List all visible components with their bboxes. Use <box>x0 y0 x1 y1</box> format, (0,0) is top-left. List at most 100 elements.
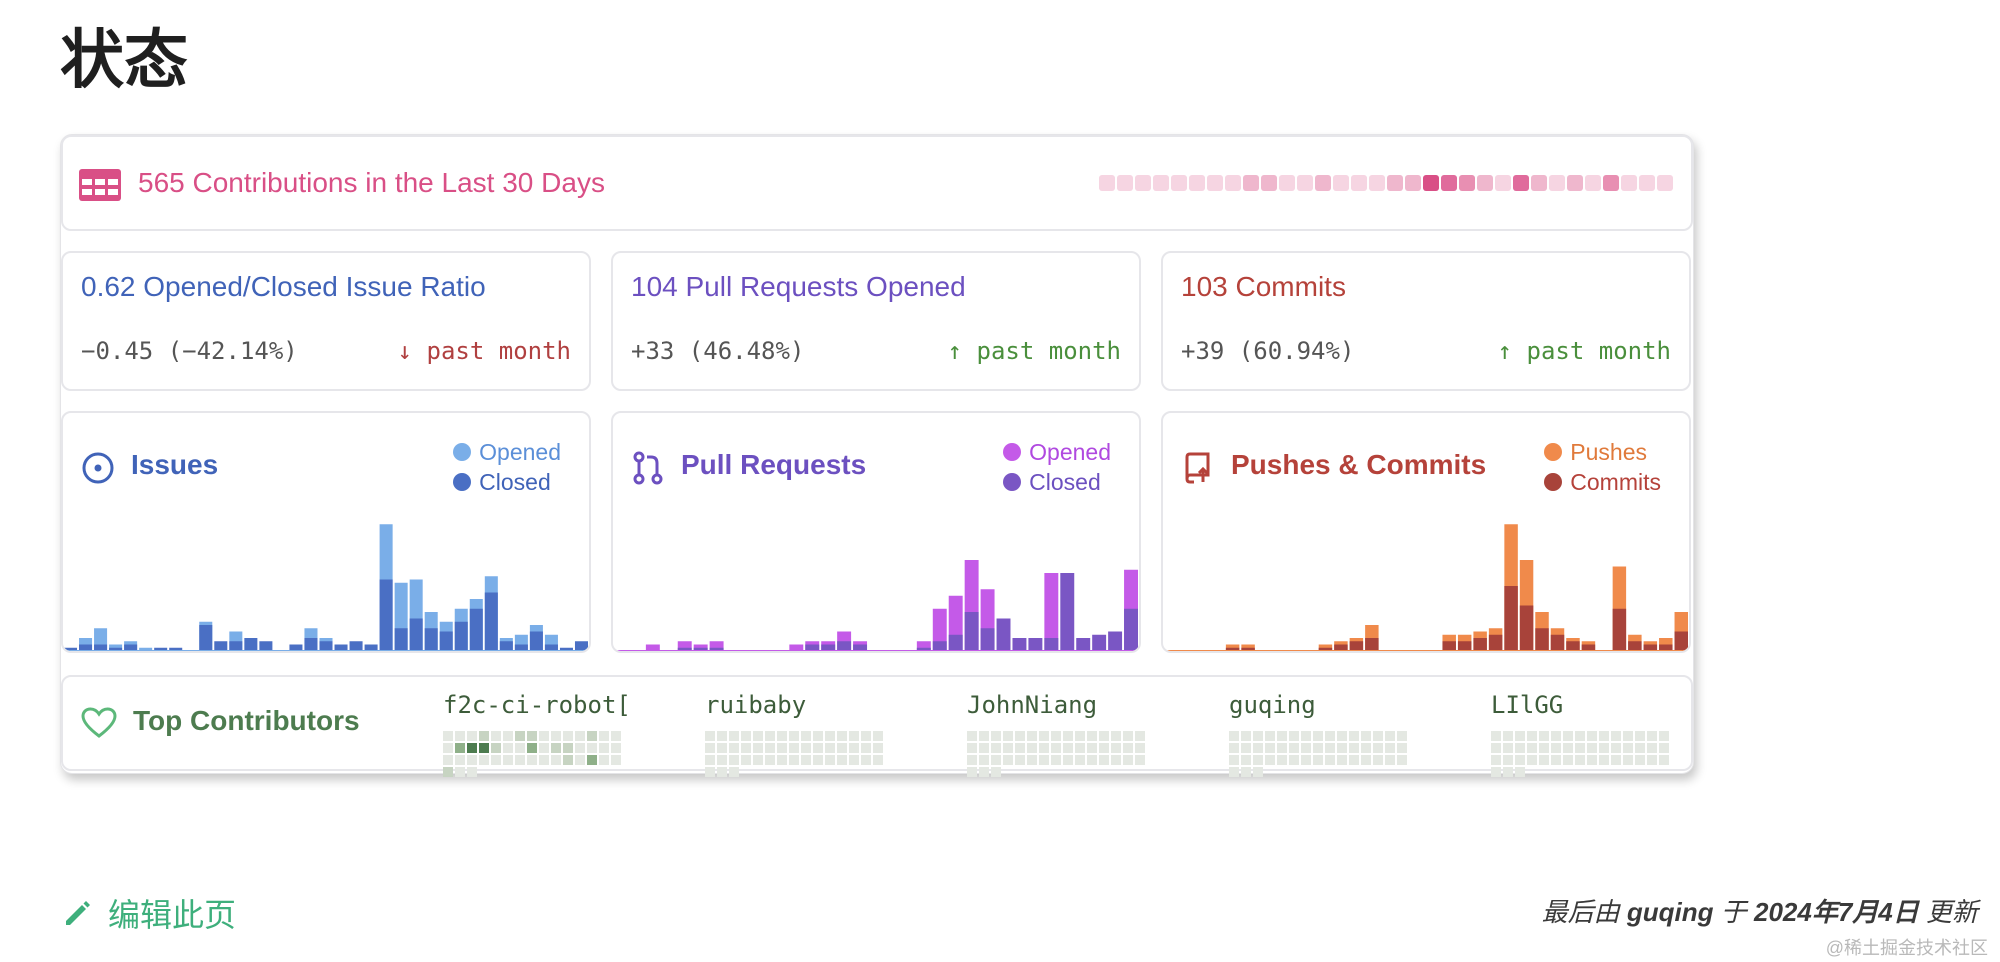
bar-opened <box>709 641 724 651</box>
heatmap-cell <box>1315 175 1331 191</box>
activity-cell <box>503 731 513 741</box>
bar-closed <box>94 644 108 651</box>
activity-cell <box>705 755 715 765</box>
activity-cell <box>813 743 823 753</box>
activity-cell <box>1373 743 1383 753</box>
updated-user: guqing <box>1626 897 1714 927</box>
bar-commits <box>1566 641 1580 651</box>
top-contributors-label: Top Contributors <box>133 705 360 736</box>
activity-cell <box>539 755 549 765</box>
activity-cell <box>527 743 537 753</box>
activity-cell <box>515 755 525 765</box>
activity-cell <box>1015 743 1025 753</box>
bar-commits <box>1457 641 1472 651</box>
activity-cell <box>1111 731 1121 741</box>
activity-cell <box>455 731 465 741</box>
activity-cell <box>1361 743 1371 753</box>
activity-cell <box>1063 743 1073 753</box>
activity-cell <box>1491 743 1501 753</box>
bar-closed <box>709 647 724 651</box>
activity-cell <box>575 743 585 753</box>
legend-label: Closed <box>1029 469 1101 495</box>
pencil-icon <box>66 901 90 925</box>
activity-cell <box>979 755 989 765</box>
bar-commits <box>1334 644 1348 651</box>
activity-cell <box>1051 755 1061 765</box>
edit-page-link[interactable]: 编辑此页 <box>62 890 236 936</box>
activity-cell <box>765 743 775 753</box>
activity-cell <box>551 743 561 753</box>
contributor-name[interactable]: JohnNiang <box>967 691 1098 719</box>
activity-cell <box>1503 731 1513 741</box>
bar-closed <box>821 644 836 651</box>
bar-closed <box>1044 638 1059 651</box>
activity-cell <box>789 755 799 765</box>
bar-opened <box>916 641 931 651</box>
activity-cell <box>1611 755 1621 765</box>
activity-cell <box>1527 755 1537 765</box>
activity-cell <box>1241 755 1251 765</box>
bar-opened <box>139 647 153 651</box>
activity-cell <box>599 743 609 753</box>
legend-dot <box>453 443 472 461</box>
contributor[interactable]: LIlGG <box>1491 691 1681 777</box>
activity-cell <box>455 755 465 765</box>
activity-cell <box>873 743 883 753</box>
activity-cell <box>1075 743 1085 753</box>
heatmap-cell <box>1495 175 1511 191</box>
activity-cell <box>1123 731 1133 741</box>
activity-cell <box>1635 743 1645 753</box>
contributor[interactable]: f2c-ci-robot[ <box>443 691 633 777</box>
contributor[interactable]: JohnNiang <box>967 691 1157 777</box>
bar-closed <box>349 641 363 651</box>
activity-cell <box>527 731 537 741</box>
heatmap-cell <box>1135 175 1151 191</box>
bar-commits <box>1365 638 1379 651</box>
bar-commits <box>1241 647 1255 651</box>
pull-requests-legend: Opened Closed <box>1003 437 1111 497</box>
activity-cell <box>1659 755 1669 765</box>
contributor-name[interactable]: ruibaby <box>705 691 807 719</box>
pull-request-icon <box>633 451 663 485</box>
contributor-name[interactable]: f2c-ci-robot[ <box>443 691 631 719</box>
activity-cell <box>1253 767 1263 777</box>
heart-icon <box>81 707 117 738</box>
activity-cell <box>1515 731 1525 741</box>
activity-cell <box>1397 755 1407 765</box>
heatmap-cell <box>1639 175 1655 191</box>
bar-closed <box>319 641 333 651</box>
activity-cell <box>717 731 727 741</box>
contributor-name[interactable]: guqing <box>1229 691 1316 719</box>
bar-opened <box>1044 573 1059 651</box>
activity-cell <box>705 767 715 777</box>
bar-closed <box>199 625 213 651</box>
activity-cell <box>1003 731 1013 741</box>
contributor[interactable]: ruibaby <box>705 691 895 777</box>
activity-cell <box>729 743 739 753</box>
activity-cell <box>1539 731 1549 741</box>
bar-closed <box>574 641 588 651</box>
bar-closed <box>932 641 947 651</box>
activity-cell <box>1611 731 1621 741</box>
activity-cell <box>1265 743 1275 753</box>
activity-cell <box>1647 743 1657 753</box>
activity-cell <box>1515 755 1525 765</box>
bar-commits <box>1550 634 1565 651</box>
contributions-card: 565 Contributions in the Last 30 Days <box>61 135 1693 231</box>
activity-cell <box>587 755 597 765</box>
bar-closed <box>484 592 498 651</box>
heatmap-cell <box>1117 175 1133 191</box>
activity-cell <box>563 743 573 753</box>
contributor-name[interactable]: LIlGG <box>1491 691 1564 719</box>
activity-cell <box>873 755 883 765</box>
activity-cell <box>515 743 525 753</box>
activity-cell <box>705 743 715 753</box>
bar-closed <box>1124 608 1138 651</box>
activity-cell <box>801 743 811 753</box>
activity-cell <box>1551 731 1561 741</box>
activity-cell <box>705 731 715 741</box>
bar-opened <box>677 641 692 651</box>
bar-commits <box>1442 641 1456 651</box>
edit-page-label[interactable]: 编辑此页 <box>108 897 237 933</box>
contributor[interactable]: guqing <box>1229 691 1419 777</box>
